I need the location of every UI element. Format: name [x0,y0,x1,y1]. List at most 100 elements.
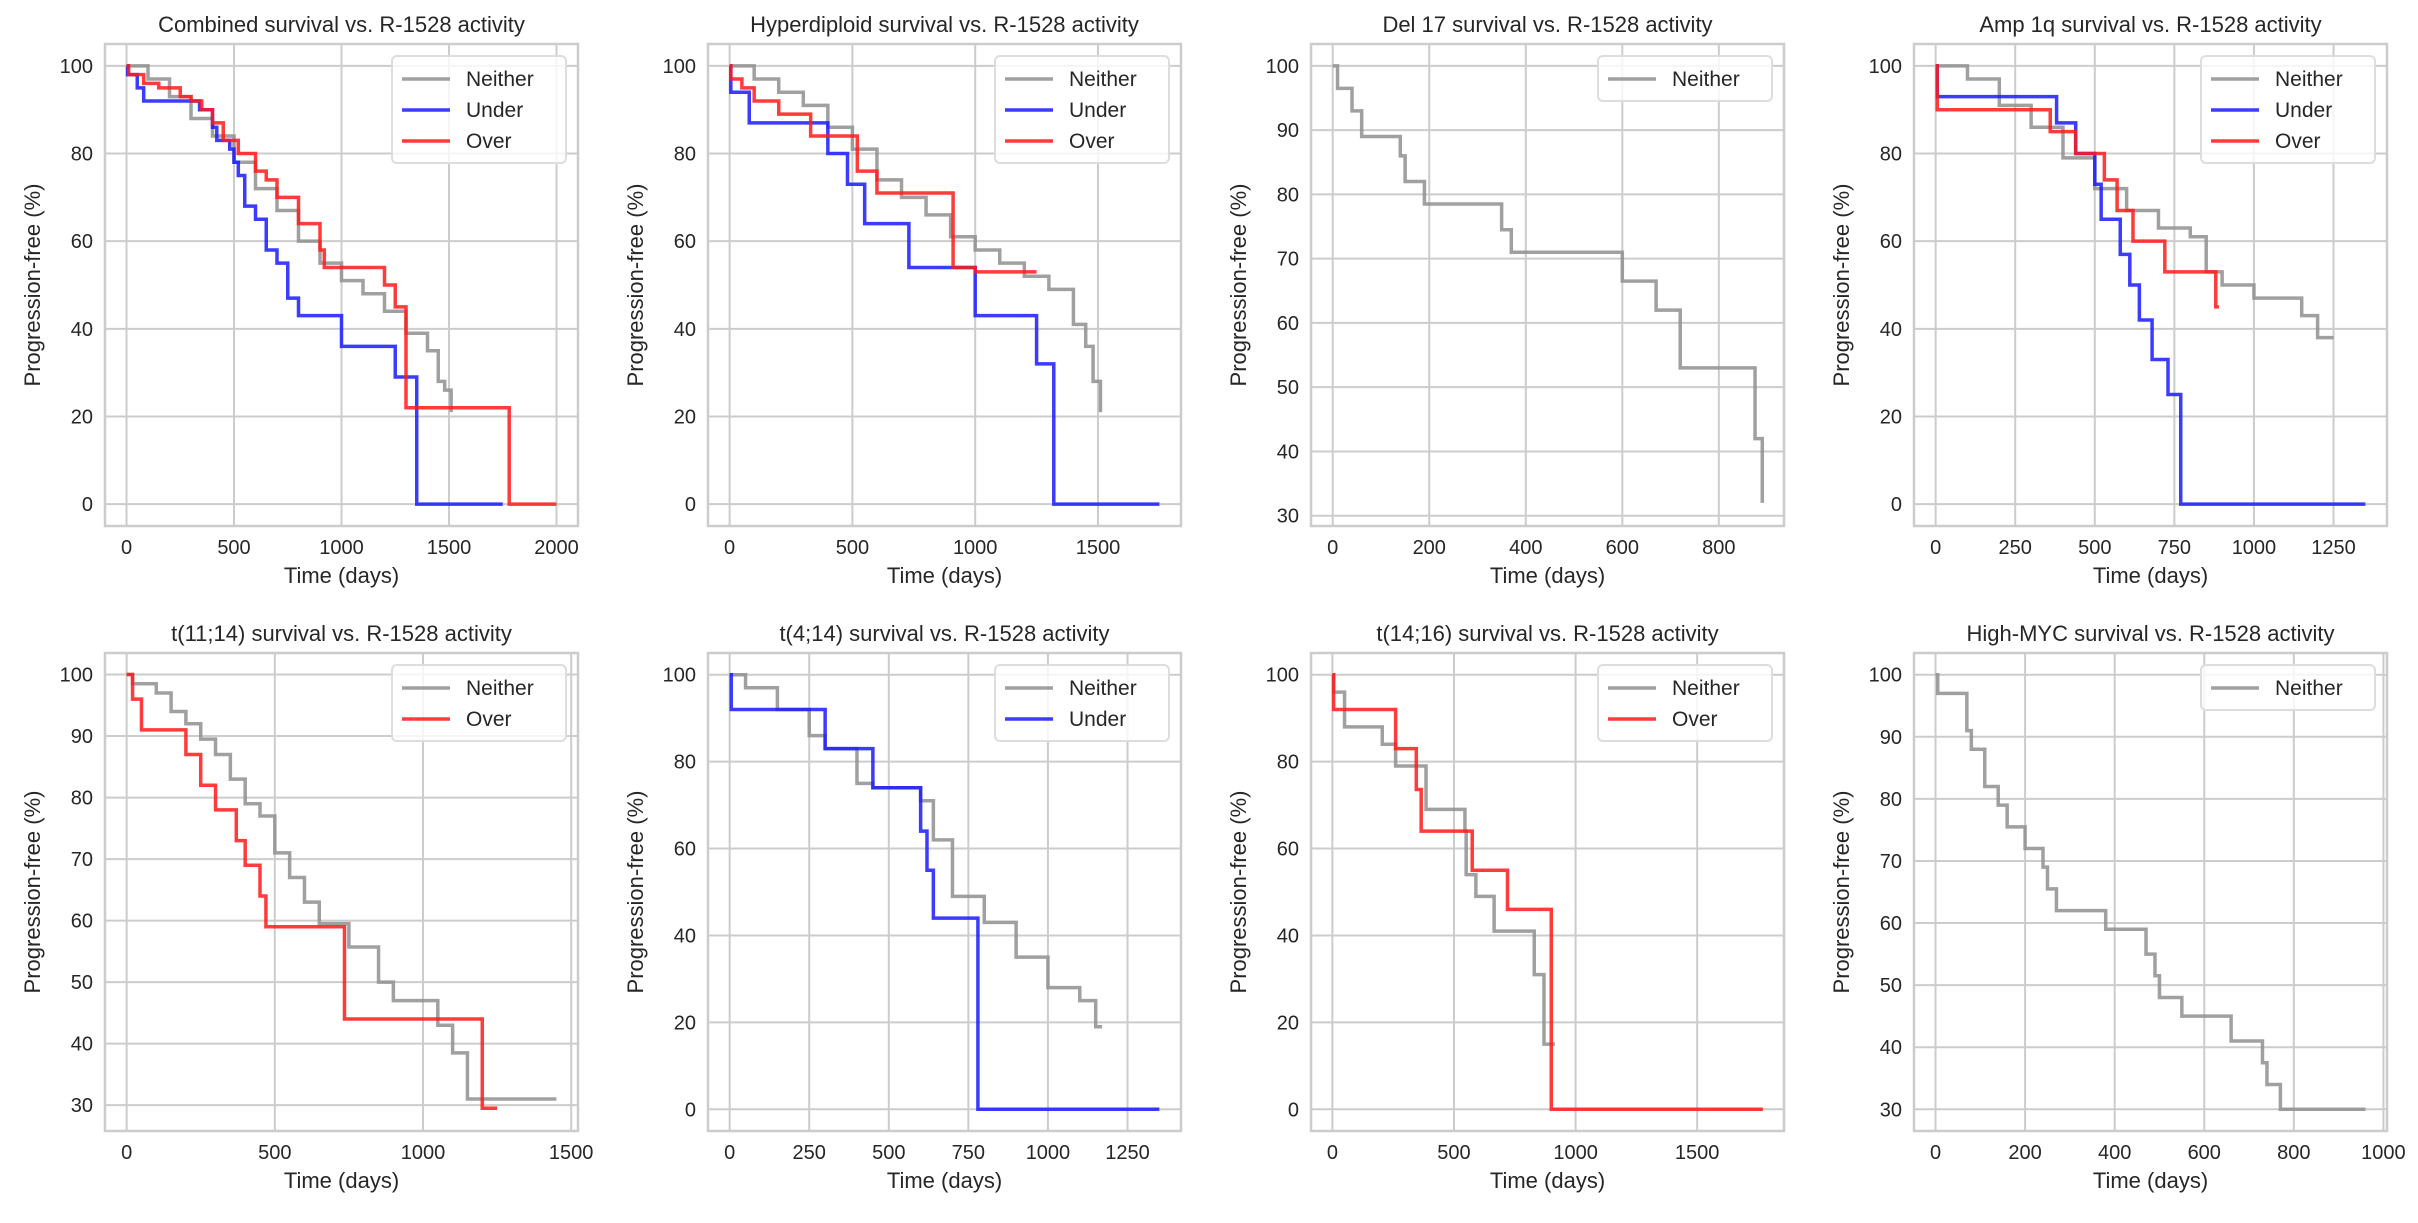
y-tick-label: 0 [685,494,696,516]
y-tick-label: 20 [674,406,696,428]
km-curve-under [1935,64,2366,506]
km-curve-neither [1935,672,2366,1112]
subplot-title: Del 17 survival vs. R-1528 activity [1382,12,1712,37]
legend-box [2200,55,2376,164]
x-tick-label: 0 [121,1142,132,1164]
x-tick-label: 600 [1606,537,1639,559]
x-tick-label: 1000 [2232,537,2277,559]
x-axis-label: Time (days) [2093,563,2208,588]
x-tick-label: 600 [2188,1142,2221,1164]
km-curve-under [125,64,503,506]
y-tick-label: 0 [82,494,93,516]
y-tick-label: 60 [1277,313,1299,335]
legend-label-under: Under [1069,99,1126,122]
x-axis-label: Time (days) [1490,563,1605,588]
y-tick-label: 100 [1266,56,1299,78]
x-tick-label: 200 [1413,537,1446,559]
legend-label-neither: Neither [1069,68,1137,91]
x-tick-label: 0 [121,537,132,559]
axes-frame [1309,651,1786,1133]
subplot-4: 0 250 500 750 1000 1250 0 20 40 60 80 100 Amp 1q sur… [1829,12,2389,588]
y-tick-label: 100 [663,56,696,78]
x-tick-label: 1500 [1675,1142,1720,1164]
x-tick-label: 1000 [1553,1142,1598,1164]
x-tick-label: 800 [2277,1142,2310,1164]
x-tick-label: 250 [1999,537,2032,559]
y-tick-label: 40 [1880,319,1902,341]
y-tick-label: 40 [71,1034,93,1056]
axes-frame [1912,651,2389,1133]
km-curve-over [1331,672,1763,1112]
axes-frame [103,651,580,1133]
y-tick-label: 80 [674,144,696,166]
y-tick-label: 0 [1891,494,1902,516]
legend-box [1597,664,1773,742]
y-tick-label: 60 [71,911,93,933]
x-tick-label: 1000 [1026,1142,1071,1164]
y-tick-label: 40 [674,925,696,947]
legend: Neither Under Over [391,55,567,164]
legend-label-over: Over [2275,130,2321,153]
y-tick-label: 100 [60,665,93,687]
km-curve-under [729,672,1160,1112]
legend-label-neither: Neither [466,677,534,700]
legend: Neither Under Over [994,55,1170,164]
legend-box [2200,664,2376,711]
y-tick-label: 0 [1288,1099,1299,1121]
subplot-5: 0 500 1000 1500 30 40 50 60 70 80 90 100 t(11;14) su… [20,621,593,1193]
subplot-8: 0 200 400 600 800 1000 30 40 50 60 70 80 90 100 High-M… [1829,621,2406,1193]
y-tick-label: 50 [1880,975,1902,997]
y-tick-label: 60 [674,231,696,253]
y-tick-label: 100 [1869,56,1902,78]
km-curve-over [126,672,498,1110]
legend-label-neither: Neither [2275,677,2343,700]
km-curve-over [126,64,557,506]
x-tick-label: 1250 [1105,1142,1150,1164]
x-tick-label: 1000 [953,537,998,559]
axes-frame [706,651,1183,1133]
km-curve-neither [1331,672,1555,1046]
y-tick-label: 20 [71,406,93,428]
y-tick-label: 80 [1277,184,1299,206]
subplot-title: High-MYC survival vs. R-1528 activity [1967,621,2335,646]
legend-box [391,664,567,742]
legend-label-under: Under [1069,708,1126,731]
x-tick-label: 500 [2078,537,2111,559]
x-tick-label: 0 [1327,1142,1338,1164]
km-curve-under [729,64,1160,506]
y-tick-label: 80 [71,144,93,166]
subplot-1: 0 500 1000 1500 2000 0 20 40 60 80 100 Combined sur… [20,12,580,588]
x-tick-label: 0 [724,537,735,559]
x-tick-label: 400 [1509,537,1542,559]
km-curve-neither [1935,64,2334,340]
y-axis-label: Progression-free (%) [623,791,648,994]
y-axis-label: Progression-free (%) [1829,184,1854,387]
y-tick-label: 50 [1277,377,1299,399]
km-curve-neither [729,64,1103,413]
x-tick-label: 500 [836,537,869,559]
y-tick-label: 80 [674,752,696,774]
x-tick-label: 1250 [2311,537,2356,559]
x-tick-label: 500 [1437,1142,1470,1164]
legend: Neither Over [1597,664,1773,742]
legend: Neither Over [391,664,567,742]
y-tick-label: 100 [60,56,93,78]
x-axis-label: Time (days) [284,563,399,588]
y-tick-label: 80 [1880,789,1902,811]
y-tick-label: 40 [1880,1037,1902,1059]
x-tick-label: 750 [952,1142,985,1164]
x-tick-label: 0 [724,1142,735,1164]
y-axis-label: Progression-free (%) [20,791,45,994]
legend-box [994,664,1170,742]
legend-box [994,55,1170,164]
x-tick-label: 200 [2008,1142,2041,1164]
x-tick-label: 800 [1702,537,1735,559]
y-tick-label: 60 [1277,839,1299,861]
x-tick-label: 0 [1930,537,1941,559]
subplot-title: Combined survival vs. R-1528 activity [158,12,525,37]
x-tick-label: 500 [872,1142,905,1164]
km-curve-neither [126,672,557,1101]
legend-label-neither: Neither [2275,68,2343,91]
y-tick-label: 60 [674,839,696,861]
